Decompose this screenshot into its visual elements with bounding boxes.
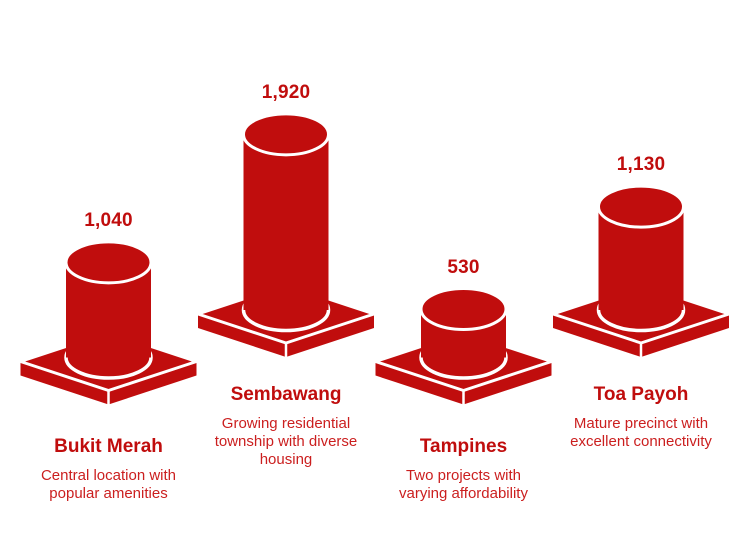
value-label-toa-payoh: 1,130 bbox=[616, 154, 666, 176]
location-description-toa-payoh: Mature precinct with excellent connectiv… bbox=[570, 415, 712, 450]
pedestal-group-toa-payoh bbox=[551, 184, 731, 358]
value-label-tampines: 530 bbox=[447, 256, 480, 278]
location-name-bukit-merah: Bukit Merah bbox=[54, 435, 163, 457]
platform-left-face bbox=[553, 314, 641, 357]
platform-left-face bbox=[375, 361, 464, 405]
platform-right-face bbox=[108, 361, 197, 405]
cylinder-top-ellipse bbox=[419, 287, 508, 332]
location-description-tampines: Two projects with varying affordability bbox=[399, 466, 528, 502]
cylinder-top-ellipse bbox=[64, 240, 153, 285]
pedestal-group-sembawang bbox=[196, 112, 376, 358]
location-description-bukit-merah: Central location with popular amenities bbox=[40, 466, 177, 502]
pedestal-group-tampines bbox=[374, 287, 553, 406]
cylinder-top-ellipse bbox=[597, 184, 685, 229]
platform-right-face bbox=[641, 314, 729, 357]
location-description-sembawang: Growing residential township with divers… bbox=[214, 415, 358, 468]
platform-right-face bbox=[286, 314, 374, 357]
cylinder-top-ellipse bbox=[242, 112, 330, 157]
location-name-toa-payoh: Toa Payoh bbox=[593, 384, 689, 405]
cylinder-body bbox=[243, 134, 329, 310]
platform-right-face bbox=[463, 361, 552, 405]
value-label-bukit-merah: 1,040 bbox=[84, 209, 133, 231]
value-label-sembawang: 1,920 bbox=[261, 81, 311, 103]
platform-left-face bbox=[198, 314, 286, 357]
pedestal-group-bukit-merah bbox=[19, 240, 198, 406]
location-name-tampines: Tampines bbox=[419, 435, 508, 457]
location-name-sembawang: Sembawang bbox=[230, 384, 342, 405]
platform-left-face bbox=[20, 361, 109, 405]
